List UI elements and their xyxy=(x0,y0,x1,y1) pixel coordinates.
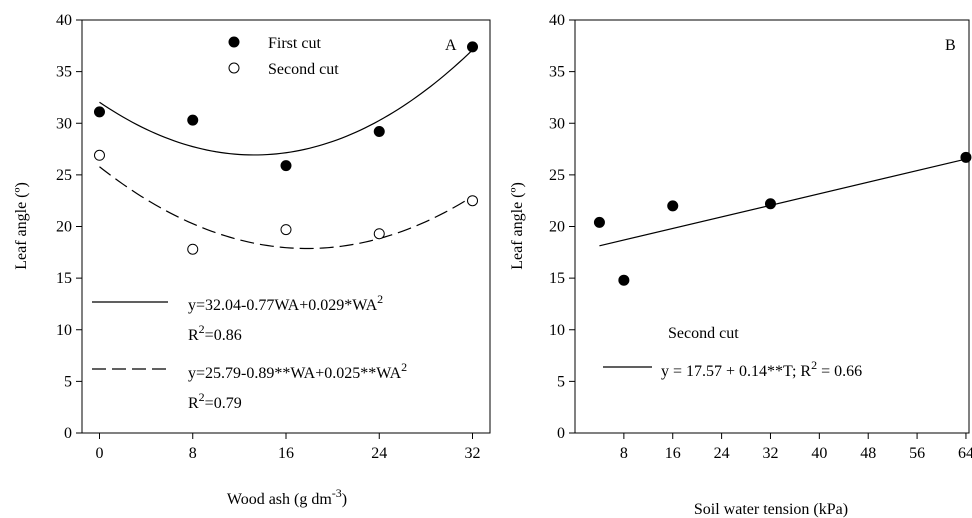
panel-a-equations: y=32.04-0.77WA+0.029*WA2 R2=0.86 y=25.79… xyxy=(92,292,407,412)
y-tick-label: 40 xyxy=(549,12,565,29)
data-point-second-cut xyxy=(618,274,630,286)
fit-curve-first-cut xyxy=(99,49,473,156)
y-tick-label: 20 xyxy=(56,219,72,236)
y-tick-label: 10 xyxy=(549,322,565,339)
equation-first-cut: y=32.04-0.77WA+0.029*WA2 xyxy=(188,292,383,314)
panel-a-data-points xyxy=(93,41,479,255)
panel-b-y-axis: 0 5 10 15 20 25 30 35 40 xyxy=(549,12,575,442)
data-point-first-cut xyxy=(187,114,199,126)
x-tick-label: 48 xyxy=(860,445,876,462)
panel-a-letter: A xyxy=(445,37,457,54)
data-point-second-cut xyxy=(764,198,776,210)
data-point-second-cut xyxy=(960,151,972,163)
x-tick-label: 8 xyxy=(189,445,197,462)
equation-second-cut: y=25.79-0.89**WA+0.025**WA2 xyxy=(188,360,407,382)
panel-b: 0 5 10 15 20 25 30 35 40 8 16 24 32 40 48 56 64 B Secon… xyxy=(509,12,972,518)
panel-a-y-axis: 0 5 10 15 20 25 30 35 40 xyxy=(56,12,82,442)
y-tick-label: 5 xyxy=(557,373,565,390)
data-point-first-cut xyxy=(93,106,105,118)
legend-label-second-cut: Second cut xyxy=(268,61,339,78)
panel-a-fit-curves xyxy=(99,49,473,250)
y-tick-label: 25 xyxy=(549,167,565,184)
x-tick-label: 16 xyxy=(665,445,681,462)
panel-b-letter: B xyxy=(945,37,956,54)
data-point-first-cut xyxy=(280,160,292,172)
data-point-first-cut xyxy=(373,126,385,138)
data-point-second-cut xyxy=(187,243,199,255)
fit-curve-second-cut xyxy=(599,158,967,247)
legend-marker-second-cut xyxy=(228,62,240,74)
equation-b: y = 17.57 + 0.14**T; R2 = 0.66 xyxy=(661,358,862,380)
x-tick-label: 64 xyxy=(958,445,972,462)
r2-first-cut: R2=0.86 xyxy=(188,322,242,344)
y-tick-label: 20 xyxy=(549,219,565,236)
data-point-second-cut xyxy=(280,224,292,236)
panel-b-y-label: Leaf angle (º) xyxy=(509,182,526,270)
y-tick-label: 35 xyxy=(56,64,72,81)
panel-a-legend: First cut Second cut xyxy=(228,35,339,78)
panel-a-y-label: Leaf angle (º) xyxy=(13,182,30,270)
panel-a-x-label: Wood ash (g dm-3) xyxy=(227,486,347,508)
data-point-second-cut xyxy=(373,228,385,240)
y-tick-label: 30 xyxy=(56,115,72,132)
y-tick-label: 25 xyxy=(56,167,72,184)
y-tick-label: 15 xyxy=(549,270,565,287)
legend-label-first-cut: First cut xyxy=(268,35,321,52)
x-tick-label: 32 xyxy=(465,445,481,462)
panel-b-x-axis: 8 16 24 32 40 48 56 64 xyxy=(620,433,972,462)
x-tick-label: 32 xyxy=(762,445,778,462)
y-tick-label: 15 xyxy=(56,270,72,287)
x-tick-label: 0 xyxy=(95,445,103,462)
x-tick-label: 40 xyxy=(811,445,827,462)
panel-b-data-points xyxy=(593,151,972,286)
x-tick-label: 24 xyxy=(714,445,730,462)
x-tick-label: 16 xyxy=(278,445,294,462)
data-point-second-cut xyxy=(93,149,105,161)
panel-a-x-axis: 0 8 16 24 32 xyxy=(95,433,481,462)
y-tick-label: 35 xyxy=(549,64,565,81)
data-point-first-cut xyxy=(467,41,479,53)
data-point-second-cut xyxy=(593,216,605,228)
x-tick-label: 56 xyxy=(909,445,925,462)
x-tick-label: 8 xyxy=(620,445,628,462)
panel-b-fit-curves xyxy=(599,158,967,247)
panel-a: 0 5 10 15 20 25 30 35 40 0 8 16 24 32 A First cut Se… xyxy=(13,12,491,508)
data-point-second-cut xyxy=(667,200,679,212)
data-point-second-cut xyxy=(467,195,479,207)
panel-b-legend: Second cut y = 17.57 + 0.14**T; R2 = 0.6… xyxy=(603,325,862,380)
y-tick-label: 10 xyxy=(56,322,72,339)
y-tick-label: 5 xyxy=(64,373,72,390)
y-tick-label: 0 xyxy=(557,425,565,442)
y-tick-label: 0 xyxy=(64,425,72,442)
r2-second-cut: R2=0.79 xyxy=(188,390,242,412)
legend-label-second-cut-b: Second cut xyxy=(668,325,739,342)
legend-marker-first-cut xyxy=(228,36,240,48)
panel-b-x-label: Soil water tension (kPa) xyxy=(694,501,848,518)
fit-curve-second-cut xyxy=(99,166,473,250)
y-tick-label: 30 xyxy=(549,115,565,132)
x-tick-label: 24 xyxy=(371,445,387,462)
y-tick-label: 40 xyxy=(56,12,72,29)
